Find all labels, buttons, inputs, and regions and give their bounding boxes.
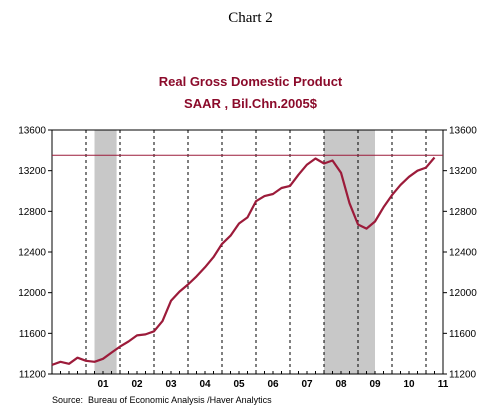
- x-tick-label-03: 03: [165, 379, 177, 390]
- x-tick-label-05: 05: [233, 379, 245, 390]
- y-tick-label-right-13200: 13200: [449, 166, 477, 177]
- x-axis-ticks: 01 02 03 04 05 06 07 08 09 10 11: [60, 371, 449, 390]
- x-tick-label-08: 08: [335, 379, 347, 390]
- y-tick-label-left-12400: 12400: [18, 248, 46, 259]
- x-tick-label-04: 04: [199, 379, 211, 390]
- recession-band-2: [324, 130, 375, 374]
- x-tick-label-02: 02: [131, 379, 143, 390]
- y-tick-label-right-13600: 13600: [449, 126, 477, 137]
- x-tick-label-09: 09: [369, 379, 381, 390]
- gdp-series-line: [51, 156, 436, 366]
- x-tick-label-11: 11: [438, 379, 449, 390]
- y-tick-label-right-11600: 11600: [449, 329, 477, 340]
- recession-band-1: [94, 130, 117, 374]
- y-tick-label-left-11200: 11200: [19, 370, 47, 381]
- y-tick-label-left-11600: 11600: [19, 329, 47, 340]
- y-axis-ticks: 11200 11200 11600 11600 12000 12000 12400 12400…: [18, 126, 477, 381]
- y-tick-label-left-13200: 13200: [18, 166, 46, 177]
- x-tick-label-06: 06: [267, 379, 279, 390]
- y-tick-label-left-13600: 13600: [18, 126, 46, 137]
- recession-bands: [94, 130, 375, 374]
- x-tick-label-10: 10: [403, 379, 415, 390]
- y-tick-label-left-12000: 12000: [18, 288, 46, 299]
- y-tick-label-right-11200: 11200: [449, 370, 477, 381]
- y-tick-label-right-12800: 12800: [449, 207, 477, 218]
- chart-subtitle: SAAR , Bil.Chn.2005$: [184, 96, 317, 111]
- x-tick-label-01: 01: [97, 379, 109, 390]
- y-tick-label-right-12000: 12000: [449, 288, 477, 299]
- chart-title: Real Gross Domestic Product: [158, 74, 343, 89]
- chart-number: Chart 2: [228, 10, 273, 26]
- source-note: Source: Bureau of Economic Analysis /Hav…: [52, 395, 272, 405]
- x-tick-label-07: 07: [301, 379, 313, 390]
- year-gridlines: [85, 130, 427, 374]
- y-tick-label-left-12800: 12800: [18, 207, 46, 218]
- y-tick-label-right-12400: 12400: [449, 248, 477, 259]
